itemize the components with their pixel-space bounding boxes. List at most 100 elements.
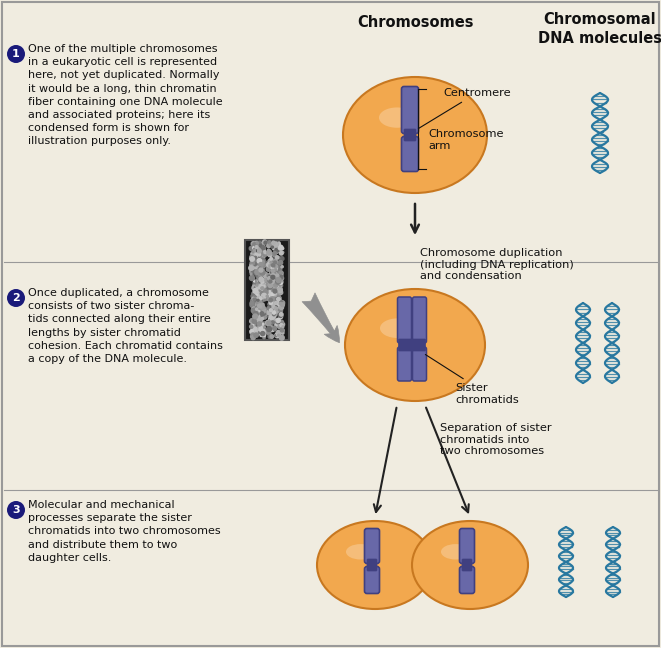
Circle shape: [274, 292, 277, 296]
Circle shape: [268, 308, 271, 312]
Circle shape: [274, 321, 276, 323]
Circle shape: [273, 268, 276, 272]
Circle shape: [270, 277, 275, 282]
Circle shape: [260, 279, 263, 283]
Circle shape: [280, 257, 284, 260]
Circle shape: [274, 320, 278, 324]
Circle shape: [7, 501, 25, 519]
Circle shape: [258, 270, 261, 273]
Circle shape: [271, 267, 273, 270]
Circle shape: [256, 303, 259, 306]
Circle shape: [256, 305, 260, 308]
Circle shape: [271, 313, 276, 318]
Circle shape: [270, 272, 272, 273]
Circle shape: [267, 295, 269, 297]
Circle shape: [275, 242, 278, 245]
Circle shape: [278, 288, 280, 290]
Circle shape: [252, 319, 256, 323]
Circle shape: [254, 286, 256, 289]
Circle shape: [261, 255, 265, 259]
Circle shape: [276, 242, 280, 246]
Circle shape: [270, 279, 275, 284]
Circle shape: [256, 308, 258, 310]
Circle shape: [251, 294, 255, 298]
Circle shape: [255, 246, 258, 249]
Circle shape: [268, 279, 272, 282]
Circle shape: [268, 323, 272, 327]
Circle shape: [261, 286, 265, 290]
Circle shape: [272, 308, 274, 310]
Circle shape: [272, 279, 276, 284]
Circle shape: [256, 242, 258, 244]
Circle shape: [249, 266, 253, 270]
Circle shape: [260, 288, 263, 291]
Circle shape: [274, 276, 276, 279]
Circle shape: [274, 284, 276, 287]
Circle shape: [259, 245, 264, 249]
Circle shape: [252, 286, 256, 290]
Circle shape: [253, 318, 258, 323]
Circle shape: [253, 334, 256, 338]
Circle shape: [271, 307, 274, 310]
FancyBboxPatch shape: [412, 297, 426, 343]
Circle shape: [276, 270, 279, 272]
Circle shape: [276, 334, 278, 336]
Circle shape: [253, 299, 254, 301]
Circle shape: [263, 292, 266, 294]
Circle shape: [253, 307, 256, 310]
Circle shape: [256, 311, 261, 316]
FancyBboxPatch shape: [412, 347, 426, 381]
Circle shape: [271, 302, 275, 306]
Circle shape: [257, 245, 262, 250]
Circle shape: [272, 313, 276, 316]
Circle shape: [267, 283, 272, 287]
Circle shape: [253, 270, 256, 273]
Circle shape: [253, 312, 258, 316]
Circle shape: [278, 245, 283, 250]
Circle shape: [255, 306, 258, 309]
Circle shape: [270, 309, 272, 312]
Circle shape: [276, 277, 281, 283]
Circle shape: [256, 284, 257, 286]
Circle shape: [269, 299, 272, 302]
Circle shape: [258, 325, 262, 329]
Circle shape: [252, 252, 254, 255]
Circle shape: [263, 292, 266, 295]
Circle shape: [276, 325, 279, 327]
Text: 2: 2: [12, 293, 20, 303]
Circle shape: [279, 290, 283, 295]
Circle shape: [278, 287, 282, 292]
FancyBboxPatch shape: [367, 559, 377, 571]
Circle shape: [281, 280, 283, 282]
Circle shape: [258, 330, 261, 333]
Circle shape: [253, 284, 254, 286]
Circle shape: [280, 301, 285, 305]
Circle shape: [267, 274, 270, 277]
Circle shape: [260, 270, 265, 275]
Circle shape: [267, 245, 269, 247]
Circle shape: [257, 296, 261, 301]
Circle shape: [265, 288, 268, 291]
Circle shape: [268, 242, 272, 246]
Circle shape: [269, 266, 274, 271]
Circle shape: [278, 298, 280, 300]
Circle shape: [276, 268, 280, 272]
Circle shape: [258, 305, 260, 307]
Circle shape: [259, 248, 264, 252]
Circle shape: [256, 318, 261, 322]
Circle shape: [278, 280, 283, 284]
Circle shape: [273, 243, 276, 246]
Circle shape: [263, 313, 265, 315]
Circle shape: [275, 279, 279, 283]
Circle shape: [260, 273, 263, 275]
Circle shape: [255, 292, 257, 294]
Circle shape: [274, 310, 278, 313]
Circle shape: [263, 260, 266, 263]
Circle shape: [261, 248, 265, 253]
Ellipse shape: [380, 318, 415, 338]
Circle shape: [279, 316, 282, 319]
Circle shape: [273, 285, 276, 288]
Circle shape: [269, 281, 274, 285]
Circle shape: [251, 330, 254, 332]
Circle shape: [260, 292, 264, 295]
